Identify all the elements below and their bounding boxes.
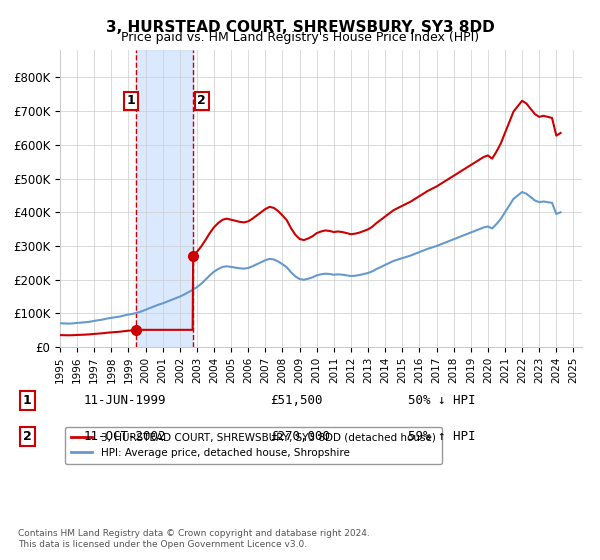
Text: Contains HM Land Registry data © Crown copyright and database right 2024.
This d: Contains HM Land Registry data © Crown c…	[18, 529, 370, 549]
Text: 1: 1	[23, 394, 31, 407]
Text: 2: 2	[197, 95, 206, 108]
Text: 11-JUN-1999: 11-JUN-1999	[84, 394, 167, 407]
Text: £270,000: £270,000	[270, 430, 330, 444]
Text: 2: 2	[23, 430, 31, 444]
Bar	[136, 50, 193, 347]
Text: Price paid vs. HM Land Registry's House Price Index (HPI): Price paid vs. HM Land Registry's House …	[121, 31, 479, 44]
Text: 1: 1	[127, 95, 135, 108]
Text: 50% ↓ HPI: 50% ↓ HPI	[408, 394, 476, 407]
Text: £51,500: £51,500	[270, 394, 323, 407]
Text: 11-OCT-2002: 11-OCT-2002	[84, 430, 167, 444]
Legend: 3, HURSTEAD COURT, SHREWSBURY, SY3 8DD (detached house), HPI: Average price, det: 3, HURSTEAD COURT, SHREWSBURY, SY3 8DD (…	[65, 427, 442, 464]
Text: 59% ↑ HPI: 59% ↑ HPI	[408, 430, 476, 444]
Text: 3, HURSTEAD COURT, SHREWSBURY, SY3 8DD: 3, HURSTEAD COURT, SHREWSBURY, SY3 8DD	[106, 20, 494, 35]
